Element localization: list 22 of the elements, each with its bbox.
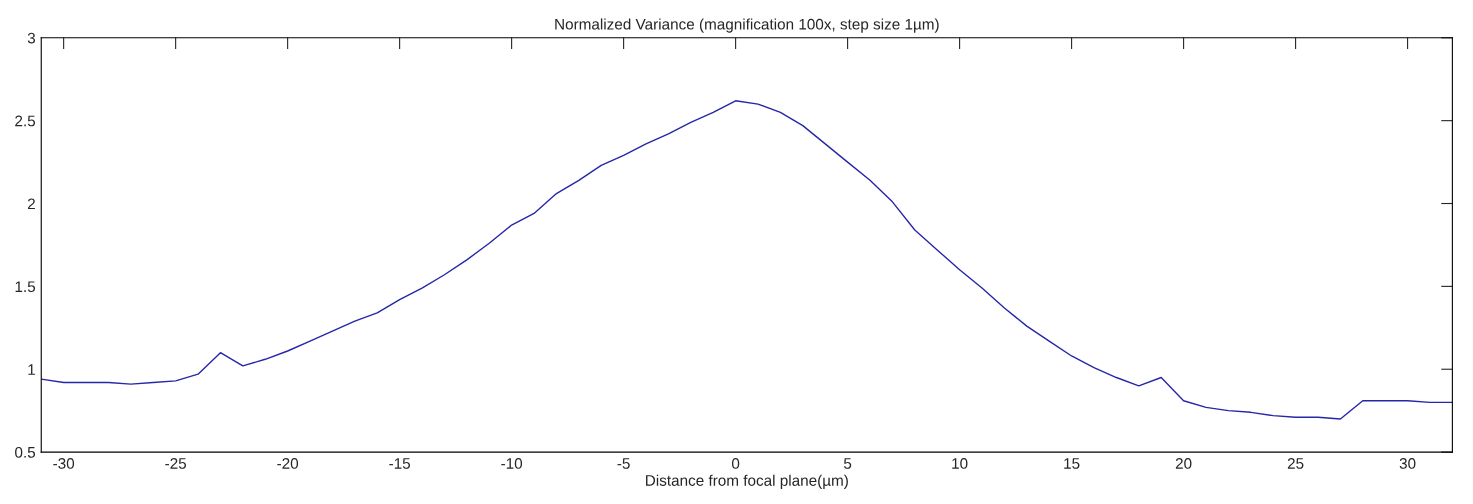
x-tick-label: 10	[952, 458, 968, 469]
x-tick-label: -25	[165, 458, 187, 469]
x-axis-title: Distance from focal plane(µm)	[646, 474, 848, 489]
x-tick-label: 25	[1287, 458, 1304, 469]
x-tick-label: 15	[1064, 458, 1080, 469]
y-tick-label: 0.5	[15, 446, 36, 458]
y-tick-label: 1.5	[15, 281, 36, 293]
x-tick-label: 30	[1399, 458, 1416, 469]
x-tick-label: 0	[731, 458, 740, 469]
y-tick-label: 1	[28, 364, 35, 375]
line-series	[41, 100, 1453, 420]
x-tick-label: -10	[501, 458, 523, 469]
y-tick-label: 2	[27, 198, 35, 210]
x-tick-label: -30	[53, 458, 75, 469]
chart-title: Normalized Variance (magnification 100x, step size 1µm)	[555, 18, 939, 33]
x-tick-label: -5	[617, 458, 630, 469]
y-tick-label: 2.5	[15, 115, 36, 127]
x-tick-label: 20	[1175, 458, 1192, 469]
y-tick-label: 3	[27, 32, 36, 44]
x-tick-label: -20	[277, 458, 299, 469]
x-tick-label: 5	[843, 458, 852, 469]
x-tick-label: -15	[389, 458, 411, 469]
